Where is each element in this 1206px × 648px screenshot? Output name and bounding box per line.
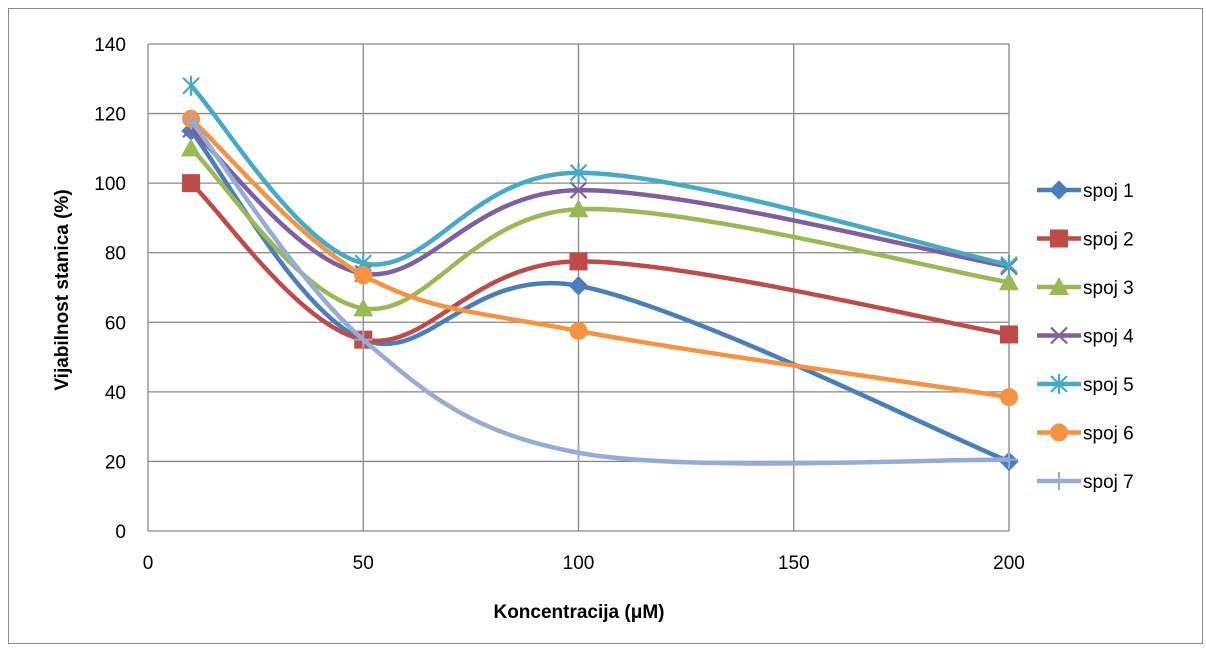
- data-point: [1000, 254, 1018, 275]
- data-point: [353, 298, 374, 317]
- legend-item: spoj 1: [1037, 180, 1134, 202]
- legend: spoj 1 spoj 2 spoj 3 spoj 4 spoj 5 spoj 6 spoj…: [1037, 180, 1134, 493]
- data-point: [182, 174, 201, 193]
- series-line: [188, 180, 1012, 344]
- legend-marker: [1049, 180, 1069, 200]
- x-tick-label: 100: [563, 553, 595, 574]
- series-line: [188, 83, 1012, 268]
- series-3: [181, 138, 1019, 317]
- legend-marker: [1050, 472, 1068, 490]
- legend-label: spoj 3: [1083, 278, 1134, 299]
- legend-item: spoj 2: [1037, 229, 1134, 251]
- legend-label: spoj 7: [1083, 472, 1134, 493]
- series-layer: [181, 75, 1019, 472]
- y-tick-label: 20: [105, 452, 126, 473]
- data-point: [999, 272, 1019, 291]
- tick-labels: 0 20 40 60 80 100 120 140 0 50 100 150 200: [94, 35, 1025, 574]
- legend-marker: [1050, 326, 1068, 345]
- x-tick-label: 50: [353, 553, 374, 574]
- data-point: [1000, 325, 1018, 344]
- series-7: [182, 111, 1018, 469]
- legend-item: spoj 5: [1037, 374, 1134, 396]
- y-tick-label: 100: [94, 174, 126, 195]
- legend-label: spoj 4: [1083, 327, 1134, 348]
- data-point: [1000, 450, 1018, 469]
- x-tick-label: 150: [778, 553, 810, 574]
- data-point: [568, 276, 589, 296]
- data-point: [569, 321, 588, 340]
- legend-label: spoj 1: [1083, 181, 1134, 202]
- legend-item: spoj 6: [1037, 423, 1134, 445]
- legend-item: spoj 3: [1037, 277, 1134, 299]
- x-tick-label: 0: [143, 553, 154, 574]
- data-point: [182, 111, 201, 130]
- series-5: [182, 75, 1018, 275]
- y-tick-label: 0: [115, 522, 126, 543]
- series-line: [188, 116, 1012, 400]
- series-line: [188, 128, 1012, 464]
- data-point: [569, 252, 588, 271]
- x-tick-label: 200: [993, 553, 1025, 574]
- y-tick-label: 140: [94, 35, 126, 56]
- y-tick-label: 60: [105, 313, 126, 334]
- data-point: [354, 266, 373, 285]
- legend-item: spoj 7: [1037, 472, 1134, 493]
- series-line: [188, 146, 1012, 312]
- x-axis-title: Koncentracija (μM): [493, 602, 664, 623]
- legend-marker: [1050, 229, 1068, 248]
- series-line: [188, 126, 1012, 277]
- data-point: [568, 199, 589, 218]
- legend-item: spoj 4: [1037, 327, 1134, 348]
- legend-marker: [1049, 277, 1069, 295]
- legend-label: spoj 6: [1083, 424, 1134, 445]
- y-tick-label: 120: [94, 105, 126, 126]
- data-point: [181, 138, 202, 157]
- grid-lines: [147, 43, 1010, 532]
- series-line: [188, 118, 1012, 466]
- data-point: [569, 443, 588, 462]
- data-point: [354, 330, 373, 349]
- y-tick-label: 80: [105, 244, 126, 265]
- data-point: [569, 181, 588, 199]
- data-point: [1000, 388, 1018, 407]
- y-axis-title: Vijabilnost stanica (%): [52, 189, 73, 390]
- y-tick-label: 40: [105, 383, 126, 404]
- legend-label: spoj 5: [1083, 375, 1134, 396]
- legend-marker: [1050, 423, 1068, 442]
- data-point: [569, 162, 588, 183]
- legend-marker: [1050, 374, 1068, 394]
- data-point: [182, 75, 200, 96]
- legend-label: spoj 2: [1083, 230, 1134, 251]
